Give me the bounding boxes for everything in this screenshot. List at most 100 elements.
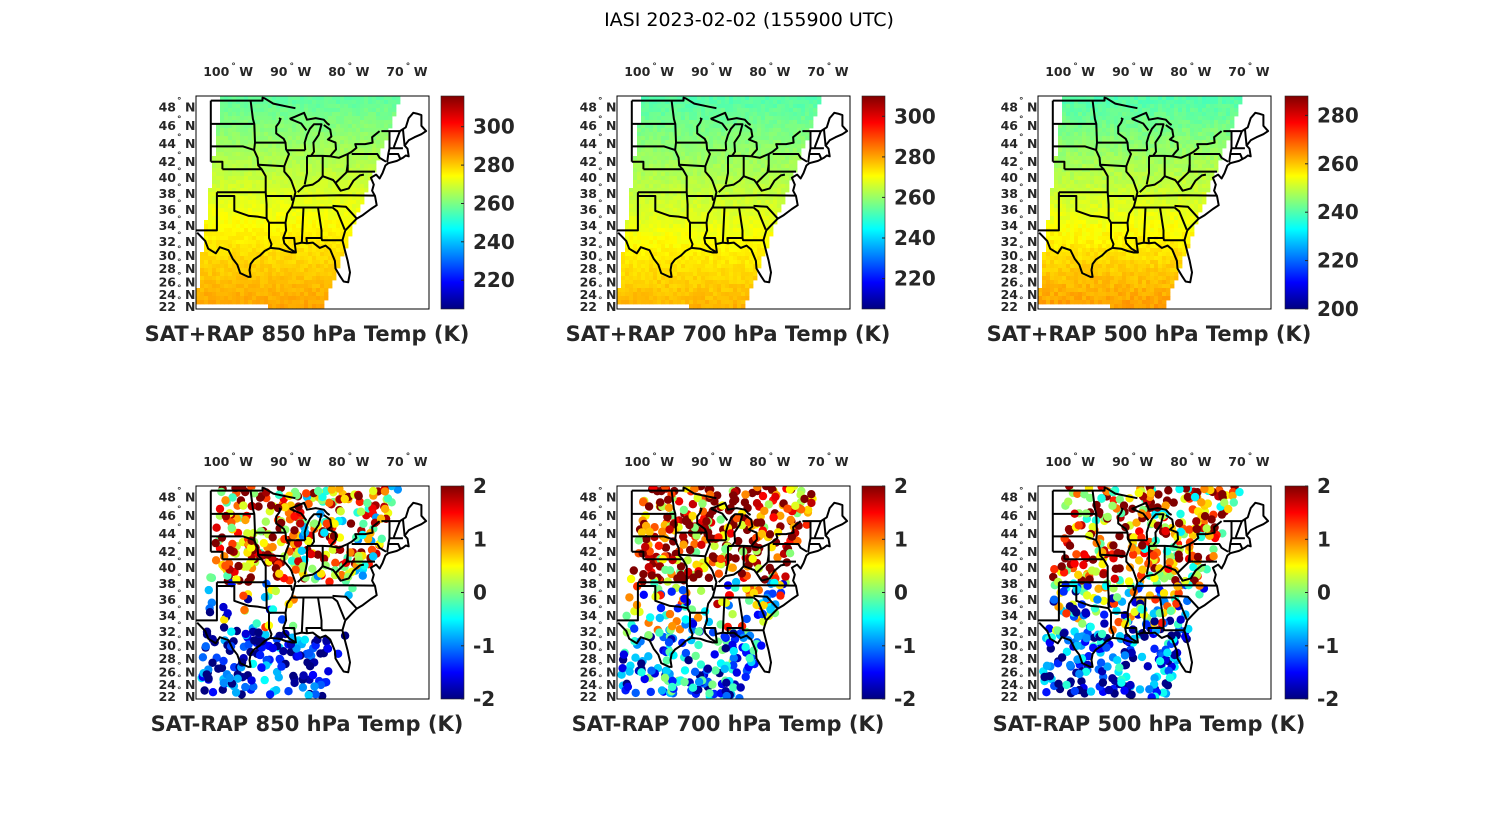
field-cell	[236, 136, 241, 141]
field-cell	[340, 160, 345, 165]
field-cell	[344, 124, 349, 129]
field-cell	[1230, 108, 1235, 113]
field-cell	[252, 220, 257, 225]
field-cell	[260, 260, 265, 265]
field-cell	[1110, 132, 1115, 137]
colorbar-tick-label: 260	[473, 192, 515, 216]
field-cell	[1154, 104, 1159, 109]
field-cell	[669, 276, 674, 281]
field-cell	[629, 232, 634, 237]
field-cell	[1118, 144, 1123, 149]
field-cell	[673, 296, 678, 301]
field-cell	[641, 172, 646, 177]
field-cell	[312, 96, 317, 101]
field-cell	[1094, 152, 1099, 157]
field-cell	[252, 160, 257, 165]
field-cell	[228, 272, 233, 277]
field-cell	[1162, 96, 1167, 101]
field-cell	[697, 208, 702, 213]
field-cell	[308, 280, 313, 285]
field-cell	[713, 204, 718, 209]
field-cell	[256, 252, 261, 257]
field-cell	[300, 252, 305, 257]
field-cell	[356, 136, 361, 141]
degree-symbol: °	[177, 133, 182, 143]
field-cell	[745, 164, 750, 169]
field-cell	[244, 284, 249, 289]
field-cell	[348, 220, 353, 225]
field-cell	[1138, 132, 1143, 137]
field-cell	[1190, 100, 1195, 105]
field-cell	[1210, 120, 1215, 125]
field-cell	[296, 180, 301, 185]
field-cell	[697, 128, 702, 133]
field-cell	[280, 284, 285, 289]
field-cell	[657, 236, 662, 241]
field-cell	[777, 204, 782, 209]
field-cell	[661, 156, 666, 161]
field-cell	[625, 256, 630, 261]
field-cell	[669, 172, 674, 177]
field-cell	[332, 184, 337, 189]
field-cell	[749, 140, 754, 145]
state-boundary-line	[710, 111, 752, 126]
field-cell	[1070, 148, 1075, 153]
field-cell	[1162, 136, 1167, 141]
field-cell	[629, 296, 634, 301]
field-cell	[1062, 132, 1067, 137]
field-cell	[769, 156, 774, 161]
field-cell	[252, 252, 257, 257]
field-cell	[320, 188, 325, 193]
field-cell	[697, 292, 702, 297]
field-cell	[657, 272, 662, 277]
field-cell	[292, 176, 297, 181]
field-cell	[248, 288, 253, 293]
field-cell	[268, 224, 273, 229]
field-cell	[645, 300, 650, 305]
field-cell	[1202, 104, 1207, 109]
field-cell	[621, 256, 626, 261]
field-cell	[344, 116, 349, 121]
field-cell	[649, 180, 654, 185]
field-cell	[252, 212, 257, 217]
field-cell	[272, 192, 277, 197]
field-cell	[244, 280, 249, 285]
field-cell	[368, 164, 373, 169]
field-cell	[1138, 96, 1143, 101]
field-cell	[685, 244, 690, 249]
field-cell	[681, 132, 686, 137]
lat-tick-label: 40	[159, 170, 177, 185]
field-cell	[216, 284, 221, 289]
field-cell	[641, 204, 646, 209]
field-cell	[749, 272, 754, 277]
field-cell	[1186, 108, 1191, 113]
field-cell	[252, 180, 257, 185]
field-cell	[1214, 96, 1219, 101]
field-cell	[312, 240, 317, 245]
field-cell	[220, 252, 225, 257]
field-cell	[645, 164, 650, 169]
field-cell	[813, 108, 818, 113]
field-cell	[204, 236, 209, 241]
field-cell	[304, 112, 309, 117]
field-cell	[200, 268, 205, 273]
field-cell	[316, 304, 321, 309]
field-cell	[1222, 144, 1227, 149]
field-cell	[256, 124, 261, 129]
field-cell	[753, 224, 758, 229]
field-cell	[284, 304, 289, 309]
field-cell	[793, 164, 798, 169]
field-cell	[625, 220, 630, 225]
field-cell	[260, 104, 265, 109]
field-cell	[280, 152, 285, 157]
field-cell	[641, 124, 646, 129]
field-cell	[324, 116, 329, 121]
field-cell	[252, 272, 257, 277]
field-cell	[296, 108, 301, 113]
field-cell	[789, 96, 794, 101]
field-cell	[749, 232, 754, 237]
field-cell	[240, 248, 245, 253]
field-cell	[633, 200, 638, 205]
field-cell	[316, 128, 321, 133]
field-cell	[260, 296, 265, 301]
